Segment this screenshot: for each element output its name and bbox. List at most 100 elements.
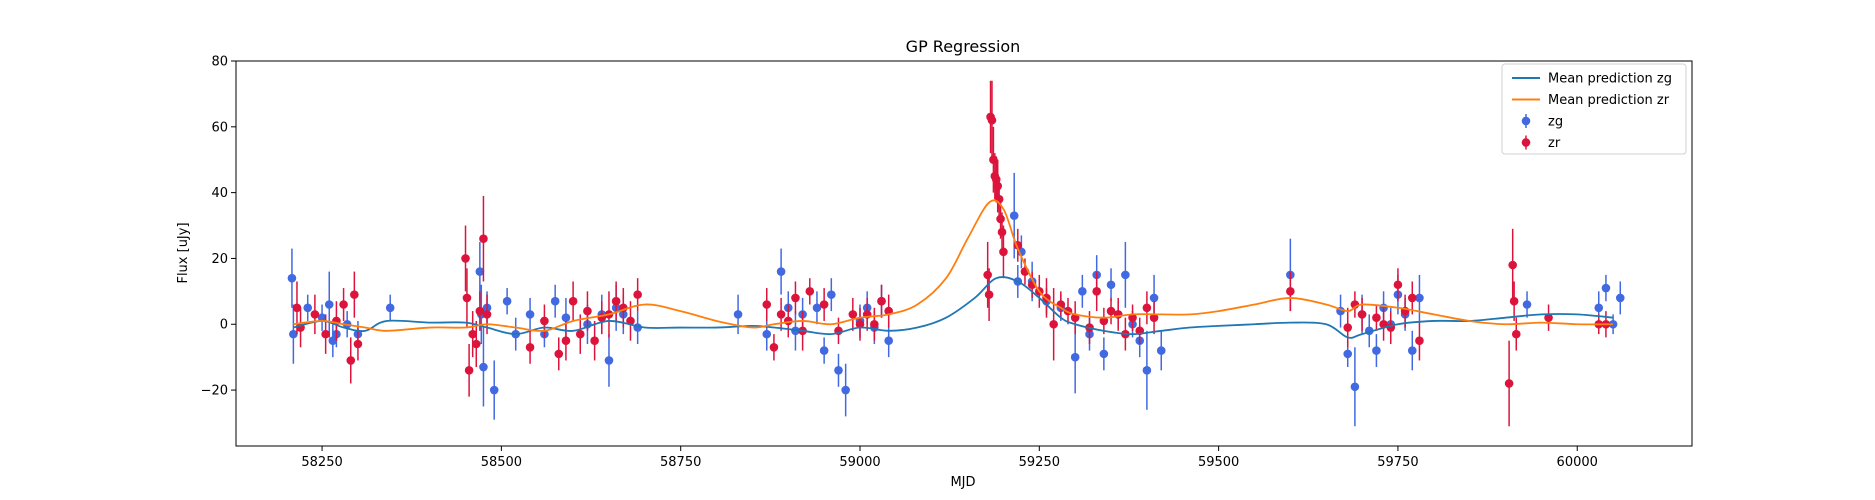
data-point-zr — [769, 342, 779, 352]
legend-label: Mean prediction zr — [1548, 93, 1670, 108]
data-point-zg — [525, 310, 535, 319]
data-point-zg — [1078, 287, 1087, 296]
legend-box — [1501, 63, 1687, 155]
data-point-zr — [482, 310, 492, 319]
data-point-zr — [999, 247, 1008, 257]
x-tick-label: 59250 — [1019, 455, 1060, 470]
data-point-zr — [568, 296, 578, 306]
data-point-zr — [292, 303, 302, 313]
data-point-zr — [540, 316, 549, 326]
data-point-zg — [1407, 346, 1417, 355]
x-tick-label: 59000 — [839, 455, 880, 470]
data-point-zg — [827, 290, 836, 299]
data-point-zr — [1372, 313, 1381, 322]
data-point-zg — [819, 346, 829, 355]
data-point-zr — [984, 290, 994, 299]
data-point-zg — [1615, 293, 1625, 303]
data-point-zg — [1522, 300, 1532, 309]
data-point-zg — [1350, 382, 1360, 392]
axes: 58250 58500 58750 59000 59250 59500 59750 60000… — [201, 55, 1693, 470]
data-point-zr — [346, 356, 356, 365]
y-tick-label: −20 — [201, 384, 228, 399]
data-point-zr — [461, 254, 470, 263]
data-point-zg — [834, 366, 843, 375]
data-point-zr — [1508, 260, 1517, 270]
x-tick-label: 58750 — [660, 455, 701, 470]
data-point-zg — [561, 313, 571, 322]
series-zr — [292, 80, 1611, 427]
data-point-zr — [997, 227, 1007, 237]
data-point-zg — [1099, 349, 1109, 359]
data-point-zr — [590, 336, 599, 346]
data-point-zr — [848, 310, 858, 319]
data-point-zr — [462, 293, 472, 303]
x-tick-label: 60000 — [1557, 455, 1598, 470]
data-point-zg — [1594, 303, 1604, 313]
data-point-zr — [1393, 280, 1403, 290]
data-point-zg — [1149, 293, 1159, 303]
x-tick-label: 58250 — [301, 455, 342, 470]
legend-label: zr — [1548, 136, 1561, 151]
data-point-zr — [819, 300, 829, 309]
data-point-zg — [1142, 366, 1152, 375]
data-point-zg — [289, 329, 298, 339]
legend: Mean prediction zg Mean prediction zr zg zr — [1501, 63, 1687, 155]
data-point-zr — [776, 310, 786, 319]
data-point-zr — [1407, 293, 1417, 303]
data-point-zg — [303, 303, 313, 313]
data-point-zr — [310, 310, 320, 319]
y-axis-label: Flux [uJy] — [176, 222, 191, 283]
data-point-zr — [993, 181, 1003, 191]
data-point-zr — [1511, 329, 1521, 339]
data-point-zr — [1286, 287, 1295, 296]
y-tick-label: 80 — [211, 55, 228, 70]
data-point-zr — [583, 306, 592, 316]
data-point-zr — [339, 300, 348, 309]
data-point-zr — [353, 339, 363, 349]
data-point-zr — [989, 155, 998, 165]
data-point-zg — [502, 296, 512, 306]
x-tick-label: 58500 — [481, 455, 522, 470]
data-point-zg — [1070, 352, 1080, 362]
data-point-zr — [1509, 296, 1519, 306]
data-point-zg — [1343, 349, 1353, 359]
line-mean-prediction-zr — [293, 199, 1614, 332]
data-point-zg — [776, 267, 786, 276]
data-point-zr — [855, 319, 865, 329]
data-point-zg — [841, 385, 850, 395]
data-point-zr — [479, 234, 488, 243]
y-tick-label: 20 — [211, 252, 228, 267]
data-point-zr — [805, 287, 815, 296]
y-tick-label: 40 — [211, 186, 228, 201]
data-point-zg — [489, 385, 499, 395]
data-point-zg — [385, 303, 395, 313]
data-point-zr — [471, 339, 481, 349]
data-point-zg — [762, 329, 772, 339]
legend-label: Mean prediction zg — [1548, 72, 1672, 87]
data-point-zg — [1601, 283, 1611, 293]
data-point-zr — [1092, 287, 1101, 296]
data-point-zg — [479, 362, 488, 372]
data-point-zr — [1504, 379, 1514, 388]
data-point-zg — [604, 356, 614, 365]
data-point-zr — [762, 300, 772, 309]
legend-label: zg — [1548, 115, 1563, 130]
data-point-zr — [350, 290, 359, 299]
data-point-zg — [812, 303, 822, 313]
data-point-zg — [550, 296, 560, 306]
x-axis-label: MJD — [950, 475, 975, 490]
data-point-zr — [1357, 310, 1367, 319]
data-point-zr — [996, 214, 1005, 224]
data-point-zg — [317, 313, 327, 322]
data-point-zr — [1128, 313, 1137, 322]
data-point-zg — [475, 267, 485, 276]
data-point-zr — [475, 306, 485, 316]
data-point-zr — [870, 319, 879, 329]
data-point-zr — [1343, 323, 1353, 332]
data-point-zg — [733, 310, 743, 319]
y-tick-label: 60 — [211, 120, 228, 135]
data-point-zg — [1415, 293, 1424, 303]
data-point-zg — [1009, 211, 1019, 220]
x-tick-label: 59500 — [1198, 455, 1239, 470]
data-point-zr — [1099, 316, 1109, 326]
